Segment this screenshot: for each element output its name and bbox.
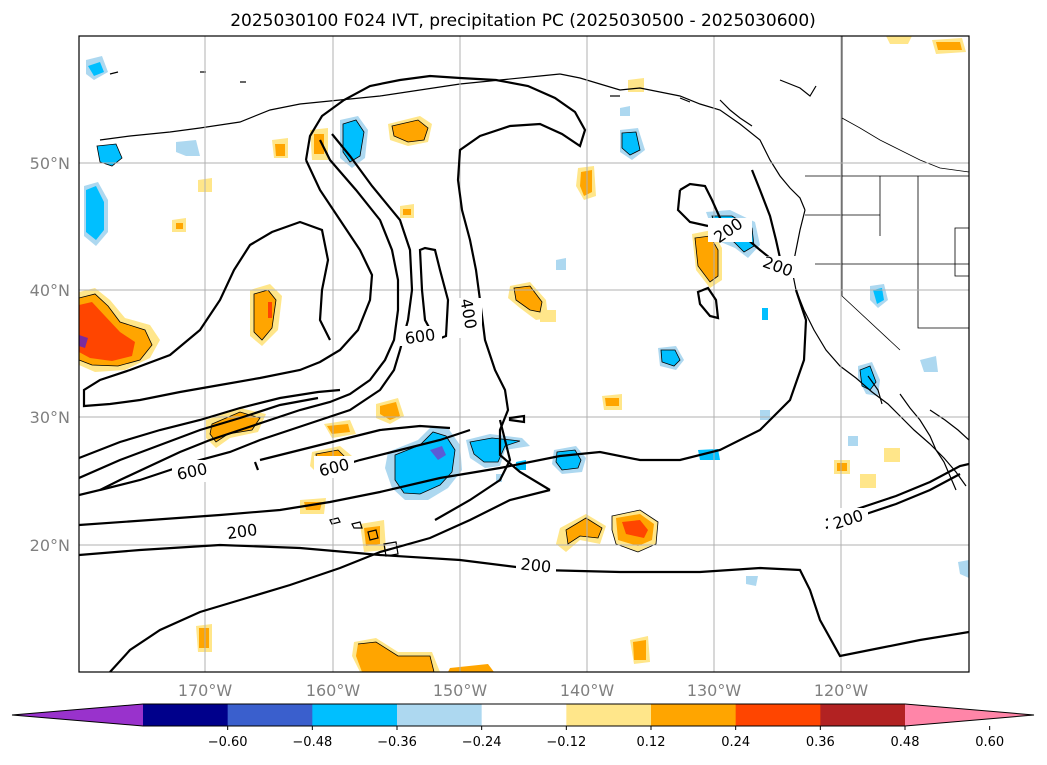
lat-label: 30°N (30, 408, 70, 427)
political-borders (805, 36, 969, 351)
latitude-labels: 50°N 40°N 30°N 20°N (30, 154, 70, 555)
colorbar-segment (651, 704, 737, 726)
colorbar-extend-max (905, 704, 1034, 726)
colorbar-outline (11, 703, 1035, 727)
contour-label: 200 (520, 554, 552, 576)
lat-label: 20°N (30, 536, 70, 555)
colorbar-segment (566, 704, 652, 726)
colorbar-segment (143, 704, 229, 726)
lon-label: 150°W (433, 681, 488, 700)
colorbar-tick-label: −0.12 (546, 735, 586, 750)
lon-label: 130°W (687, 681, 742, 700)
lat-label: 50°N (30, 154, 70, 173)
ivt-contour-labels: 600 400 200 200 600 600 200 200 200 (172, 214, 868, 577)
map-panel: 600 400 200 200 600 600 200 200 200 (79, 36, 969, 672)
colorbar-tick-label: 0.36 (806, 735, 835, 750)
colorbar-segment (481, 704, 567, 726)
colorbar: −0.60 −0.48 −0.36 −0.24 −0.12 0.12 0.24 0.36 0.4… (11, 703, 1035, 750)
ivt-contours (79, 74, 969, 672)
colorbar-tick-label: 0.48 (891, 735, 920, 750)
colorbar-segment (397, 704, 483, 726)
lon-label: 140°W (560, 681, 615, 700)
colorbar-segment (312, 704, 398, 726)
lat-label: 40°N (30, 281, 70, 300)
lon-label: 170°W (178, 681, 233, 700)
colorbar-segment (735, 704, 821, 726)
colorbar-tick-label: −0.36 (377, 735, 417, 750)
contour-label: 600 (404, 325, 437, 348)
colorbar-extend-min (12, 704, 143, 726)
colorbar-tick-label: −0.60 (208, 735, 248, 750)
lon-label: 160°W (306, 681, 361, 700)
lon-label: 120°W (814, 681, 869, 700)
map-frame (78, 35, 970, 673)
colorbar-tick-label: −0.48 (292, 735, 332, 750)
colorbar-segment (820, 704, 906, 726)
colorbar-tick-label: 0.60 (975, 735, 1004, 750)
colorbar-tick-label: −0.24 (462, 735, 502, 750)
colorbar-tick-label: 0.24 (721, 735, 750, 750)
colorbar-segment (227, 704, 313, 726)
longitude-labels: 170°W 160°W 150°W 140°W 130°W 120°W (178, 681, 869, 700)
colorbar-tick-label: 0.12 (637, 735, 666, 750)
contour-label: 200 (226, 520, 259, 543)
figure-title: 2025030100 F024 IVT, precipitation PC (2… (230, 11, 816, 31)
